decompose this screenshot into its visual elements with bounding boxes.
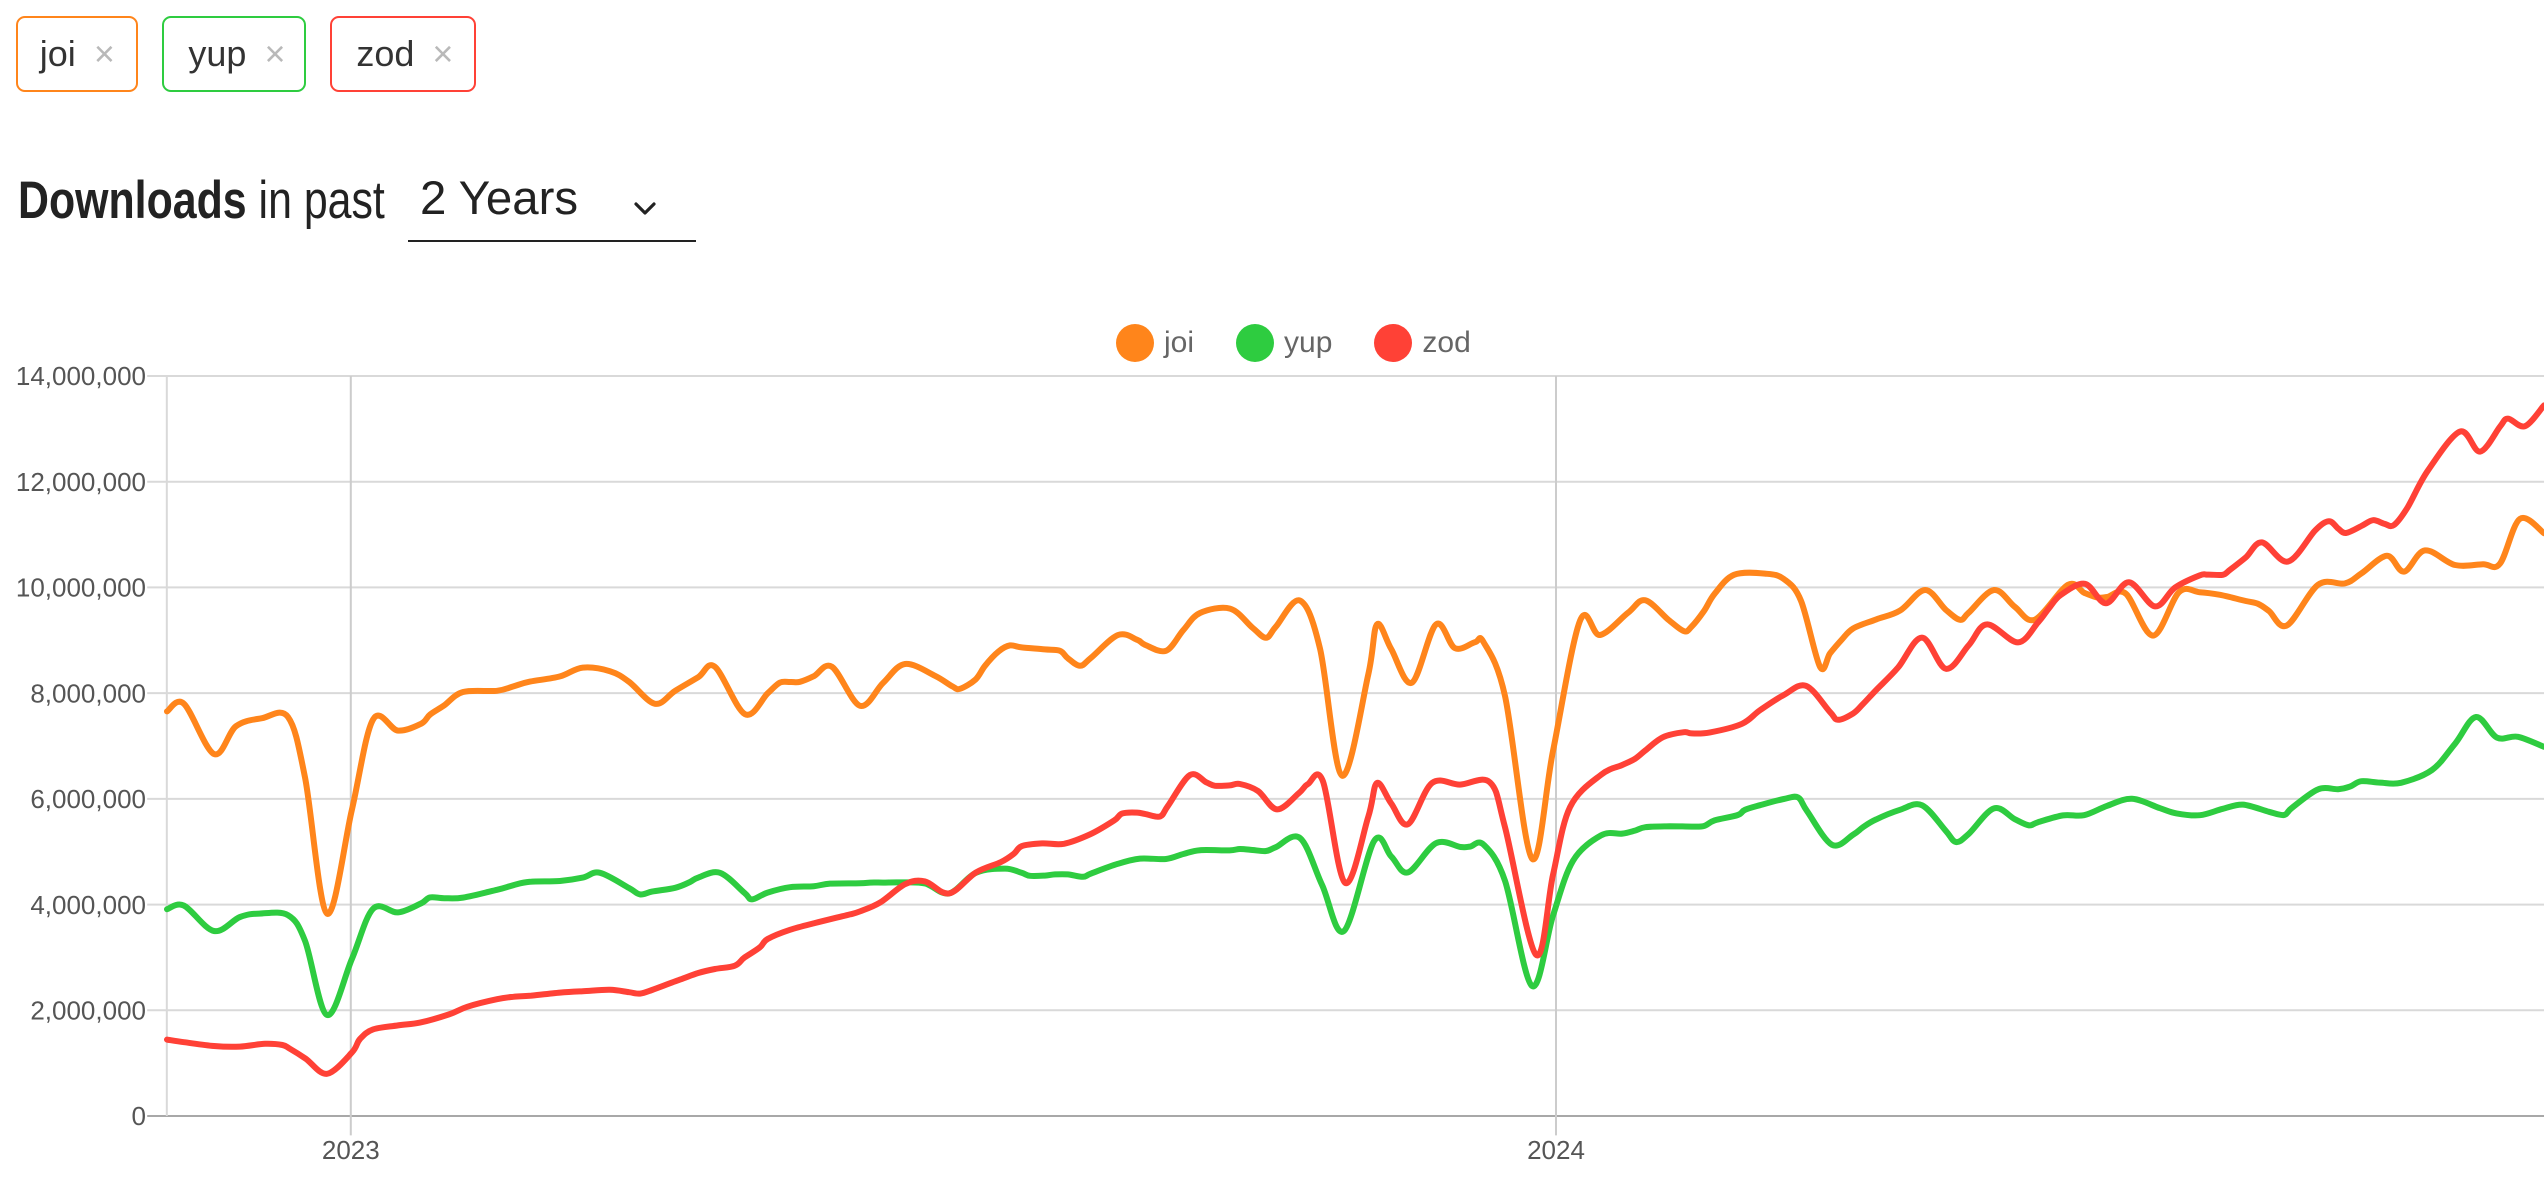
svg-text:2024: 2024 (1527, 1135, 1585, 1165)
svg-text:2,000,000: 2,000,000 (30, 995, 146, 1025)
svg-text:2023: 2023 (322, 1135, 380, 1165)
svg-text:6,000,000: 6,000,000 (30, 784, 146, 814)
svg-text:8,000,000: 8,000,000 (30, 678, 146, 708)
svg-text:14,000,000: 14,000,000 (16, 361, 146, 391)
svg-text:12,000,000: 12,000,000 (16, 467, 146, 497)
svg-text:10,000,000: 10,000,000 (16, 573, 146, 603)
svg-text:4,000,000: 4,000,000 (30, 890, 146, 920)
svg-text:0: 0 (132, 1101, 146, 1131)
